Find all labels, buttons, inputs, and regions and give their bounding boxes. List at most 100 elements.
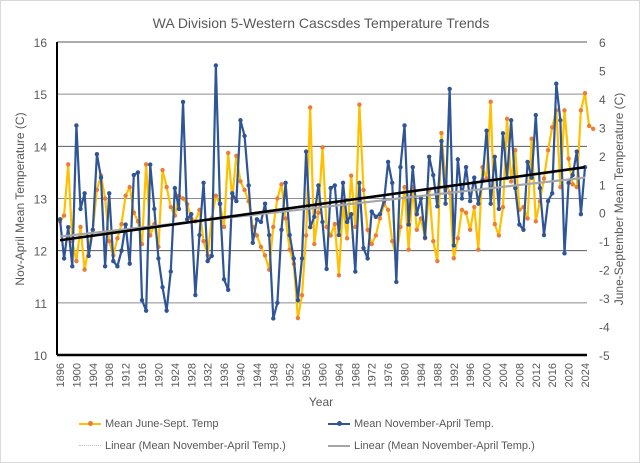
data-point [472,175,477,180]
data-point [435,258,440,264]
x-tick-label: 2024 [580,363,592,387]
data-point [414,211,420,217]
legend-label: Linear (Mean November-April Temp.) [354,440,535,452]
data-point [529,175,534,180]
data-point [591,126,596,131]
x-tick-label: 2020 [564,363,576,387]
data-point [431,172,436,178]
right-tick-label: 6 [599,36,606,50]
x-tick-label: 1972 [367,363,379,387]
data-point [332,183,338,188]
data-point [488,201,493,206]
data-point [320,145,325,150]
data-point [422,235,428,240]
data-point [582,91,588,96]
data-point [488,99,493,104]
legend-item-june-sept[interactable]: Mean June-Sept. Temp [79,418,219,430]
data-point [74,258,79,264]
data-point [279,227,284,232]
data-point [156,256,161,261]
right-tick-label: -5 [599,349,610,363]
data-point [262,253,268,258]
data-point [180,99,186,105]
data-point [406,222,411,227]
data-point [115,236,120,241]
data-point [586,123,592,129]
data-point [340,180,346,186]
data-point [242,133,247,139]
legend-label: Mean June-Sept. Temp [105,418,219,430]
data-point [549,125,555,130]
data-point [316,183,321,188]
data-point [525,216,530,221]
data-point [152,206,157,212]
left-tick-label: 10 [34,349,48,363]
data-point [361,187,366,193]
data-point [307,105,313,110]
data-point [225,150,231,156]
legend-label: Linear (Mean November-April Temp.) [105,440,286,452]
data-point [521,227,526,232]
data-point [107,191,112,196]
data-point [180,196,186,201]
data-point [431,238,436,244]
data-point [537,185,543,191]
right-tick-label: 0 [599,207,606,221]
data-point [336,273,342,278]
data-point [164,308,169,313]
data-point [455,157,461,162]
legend-item-linear-gray[interactable]: Linear (Mean November-April Temp.) [328,440,535,452]
data-point [418,196,424,201]
data-point [545,198,551,204]
x-tick-label: 1936 [219,363,231,387]
data-point [66,162,71,167]
data-point [328,233,333,238]
x-tick-label: 1992 [449,363,461,387]
x-tick-label: 1960 [318,363,330,387]
data-point [98,175,104,180]
data-point [225,287,231,292]
right-tick-label: -4 [599,321,610,335]
data-point [439,138,444,144]
data-point [246,183,251,188]
data-point [57,217,63,222]
data-point [336,232,342,238]
data-point [127,184,132,190]
x-tick-label: 1996 [465,363,477,387]
data-point [176,206,182,212]
legend-swatch-linear-dotted [79,441,101,451]
x-tick-label: 1944 [252,363,264,387]
data-point [221,224,227,230]
data-point [148,162,153,167]
data-point [472,204,477,210]
data-point [402,123,407,128]
data-point [209,253,214,259]
data-point [303,233,309,238]
x-tick-label: 2000 [482,363,494,387]
data-point [365,227,370,232]
data-point [258,219,264,225]
data-point [385,207,391,213]
data-point [541,232,547,238]
left-tick-label: 11 [35,297,48,311]
data-point [131,172,137,178]
data-point [90,227,96,232]
data-point [533,219,538,224]
data-point [324,266,329,272]
data-point [107,238,112,244]
data-point [369,241,374,247]
x-tick-label: 1900 [71,363,83,387]
data-point [168,269,173,274]
data-point [102,264,108,269]
data-point [299,256,305,261]
data-point [476,247,481,252]
data-point [254,233,260,238]
right-tick-label: 4 [599,93,606,107]
data-point [143,308,149,313]
data-point [86,253,91,259]
x-tick-label: 1948 [268,363,280,387]
x-tick-label: 1980 [400,363,412,387]
legend-item-nov-april[interactable]: Mean November-April Temp. [328,418,494,430]
legend-item-linear-dotted[interactable]: Linear (Mean November-April Temp.) [79,440,286,452]
